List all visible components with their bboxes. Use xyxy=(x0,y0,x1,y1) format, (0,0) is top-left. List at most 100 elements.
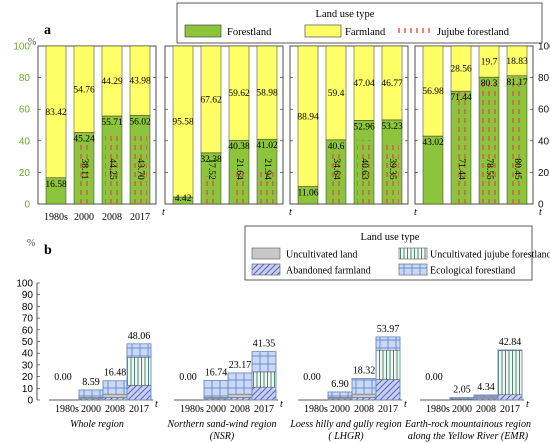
legend-swatch-uncultivated xyxy=(251,247,281,260)
panel-b-letter: b xyxy=(44,243,52,258)
panel-a: a% 0 20 40 60 80 100 100 80 60 40 20 0 16.58 83.42 1980… xyxy=(13,23,550,223)
forestland-value: 40.38 xyxy=(228,142,250,152)
panel-b-tick: 10 xyxy=(22,384,34,395)
panel-b-x-label: 1980s xyxy=(426,404,450,415)
panel-a-x-unit: t xyxy=(414,207,417,218)
panel-b-tick: 70 xyxy=(22,314,34,325)
forestland-value: 52.96 xyxy=(353,122,375,132)
panel-b-ylabel: % xyxy=(27,238,35,249)
region-name: along the Yellow River (EMR) xyxy=(408,431,529,442)
panel-a-x-unit: t xyxy=(289,207,292,218)
farmland-bar xyxy=(228,45,250,141)
legend-b-label: Ecological forestland xyxy=(430,266,515,277)
total-value: 48.06 xyxy=(128,331,151,342)
legend-swatch-abandoned xyxy=(251,263,281,276)
bar-outline xyxy=(497,349,523,401)
farmland-value: 46.77 xyxy=(381,79,403,89)
total-value: 23.17 xyxy=(229,360,252,371)
legend-a-label: Jujube forestland xyxy=(437,27,510,38)
farmland-value: 56.98 xyxy=(422,87,444,97)
farmland-value: 44.29 xyxy=(101,77,123,87)
farmland-value: 59.4 xyxy=(328,89,345,99)
panel-b-tick: 80 xyxy=(22,302,34,313)
panel-b-x-label: 1980s xyxy=(180,404,204,415)
forestland-value: 43.02 xyxy=(422,138,444,148)
panel-a-ylabel: % xyxy=(28,37,36,48)
forestland-value: 53.23 xyxy=(381,122,403,132)
farmland-value: 19.7 xyxy=(481,58,498,68)
panel-b-tick: 60 xyxy=(22,325,34,336)
forestland-value: 80.3 xyxy=(481,79,498,89)
farmland-bar xyxy=(297,45,319,187)
uncultivated-jujube-bar xyxy=(497,350,523,395)
panel-b-x-label: 2000 xyxy=(330,404,350,415)
farmland-bar xyxy=(506,45,528,77)
jujube-value: 40.63 xyxy=(359,158,369,180)
ecological-forestland-bar xyxy=(102,380,128,395)
farmland-bar xyxy=(478,45,500,78)
total-value: 0.00 xyxy=(425,372,443,383)
forestland-value: 32.38 xyxy=(200,155,222,165)
legend-swatch-jujube xyxy=(395,25,431,37)
panel-a-x-label: 2017 xyxy=(130,212,150,223)
farmland-bar xyxy=(381,45,403,121)
farmland-bar xyxy=(256,45,278,140)
farmland-value: 47.04 xyxy=(353,79,375,89)
jujube-forestland-bar xyxy=(77,143,91,204)
uncultivated-land-bar xyxy=(351,393,377,398)
uncultivated-jujube-bar xyxy=(251,371,277,388)
panel-a-left-tick: 60 xyxy=(19,105,31,116)
forestland-value: 16.58 xyxy=(45,180,67,190)
panel-b-tick: 40 xyxy=(22,349,34,360)
panel-a-left-tick: 0 xyxy=(24,200,30,211)
total-value: 8.59 xyxy=(82,377,100,388)
jujube-forestland-bar xyxy=(204,176,218,204)
total-value: 16.48 xyxy=(104,368,127,379)
panel-b-tick: 0 xyxy=(27,396,33,407)
farmland-value: 95.58 xyxy=(172,118,194,128)
jujube-forestland-bar xyxy=(260,169,274,204)
forestland-value: 41.02 xyxy=(256,141,278,151)
region-name: Northern sand-wind region xyxy=(166,419,276,430)
panel-a-letter: a xyxy=(44,23,51,38)
forestland-value: 45.24 xyxy=(73,135,95,145)
panel-b-x-label: 2000 xyxy=(81,404,101,415)
panel-a-right-tick: 60 xyxy=(538,105,550,116)
region-name: Loess hilly and gully region xyxy=(289,419,401,430)
jujube-forestland-bar xyxy=(385,141,399,204)
legend-b: Land use type Uncultivated land Uncultivat… xyxy=(244,225,550,281)
panel-a-right-tick: 0 xyxy=(538,200,544,211)
panel-a-left-tick: 20 xyxy=(19,168,31,179)
jujube-value: 80.45 xyxy=(512,158,522,180)
panel-a-right-tick: 100 xyxy=(538,42,550,53)
total-value: 42.84 xyxy=(499,337,522,348)
total-value: 0.00 xyxy=(179,372,197,383)
farmland-value: 88.94 xyxy=(297,112,319,122)
total-value: 53.97 xyxy=(377,324,400,335)
farmland-bar xyxy=(422,45,444,137)
jujube-value: 34.64 xyxy=(331,158,341,180)
jujube-value: 39.35 xyxy=(387,158,397,180)
legend-b-label: Uncultivated land xyxy=(286,250,357,261)
panel-a-x-label: 2008 xyxy=(102,212,122,223)
panel-b-tick: 20 xyxy=(22,372,34,383)
legend-b-box xyxy=(244,225,533,281)
forestland-value: 71.44 xyxy=(450,93,472,103)
ecological-forestland-bar xyxy=(251,351,277,373)
total-value: 2.05 xyxy=(453,385,471,396)
total-value: 0.00 xyxy=(303,372,321,383)
jujube-forestland-bar xyxy=(105,134,119,204)
forestland-value: 40.6 xyxy=(328,142,345,152)
farmland-value: 59.62 xyxy=(228,89,250,99)
panel-a-facet-frame xyxy=(414,45,534,205)
abandoned-farmland-bar xyxy=(126,385,152,401)
panel-a-right-tick: 80 xyxy=(538,73,550,84)
abandoned-farmland-bar xyxy=(251,386,277,401)
panel-b-x-label: 2017 xyxy=(129,404,149,415)
jujube-value: 78.55 xyxy=(484,158,494,180)
panel-b-x-unit: t xyxy=(526,399,529,410)
bar-outline xyxy=(375,336,401,401)
farmland-bar xyxy=(129,45,151,116)
panel-b-x-label: 2008 xyxy=(476,404,496,415)
